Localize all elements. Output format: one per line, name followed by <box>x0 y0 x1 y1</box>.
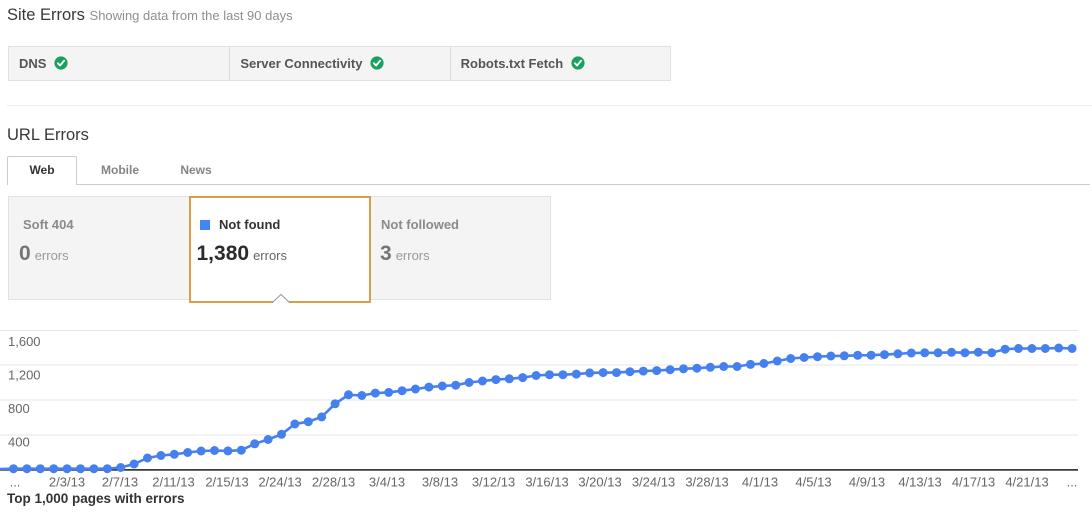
svg-text:4/13/13: 4/13/13 <box>898 474 941 489</box>
svg-text:4/21/13: 4/21/13 <box>1005 474 1048 489</box>
svg-text:1,200: 1,200 <box>8 368 41 383</box>
svg-text:4/1/13: 4/1/13 <box>742 474 778 489</box>
svg-text:4/9/13: 4/9/13 <box>849 474 885 489</box>
svg-text:3/24/13: 3/24/13 <box>632 474 675 489</box>
svg-text:3/28/13: 3/28/13 <box>685 474 728 489</box>
svg-text:2/11/13: 2/11/13 <box>152 474 194 489</box>
svg-text:3/4/13: 3/4/13 <box>369 474 405 489</box>
svg-text:2/15/13: 2/15/13 <box>205 474 248 489</box>
svg-text:400: 400 <box>8 435 30 450</box>
svg-text:4/5/13: 4/5/13 <box>795 474 831 489</box>
svg-text:4/17/13: 4/17/13 <box>952 474 995 489</box>
svg-text:...: ... <box>10 474 21 489</box>
svg-text:2/28/13: 2/28/13 <box>312 474 355 489</box>
svg-text:800: 800 <box>8 401 30 416</box>
svg-text:3/12/13: 3/12/13 <box>472 474 515 489</box>
svg-text:3/16/13: 3/16/13 <box>525 474 568 489</box>
svg-text:2/3/13: 2/3/13 <box>49 474 85 489</box>
svg-text:1,600: 1,600 <box>8 334 41 349</box>
svg-text:2/7/13: 2/7/13 <box>102 474 138 489</box>
svg-text:3/8/13: 3/8/13 <box>422 474 458 489</box>
svg-text:2/24/13: 2/24/13 <box>258 474 301 489</box>
svg-text:3/20/13: 3/20/13 <box>578 474 621 489</box>
svg-text:...: ... <box>1067 474 1078 489</box>
